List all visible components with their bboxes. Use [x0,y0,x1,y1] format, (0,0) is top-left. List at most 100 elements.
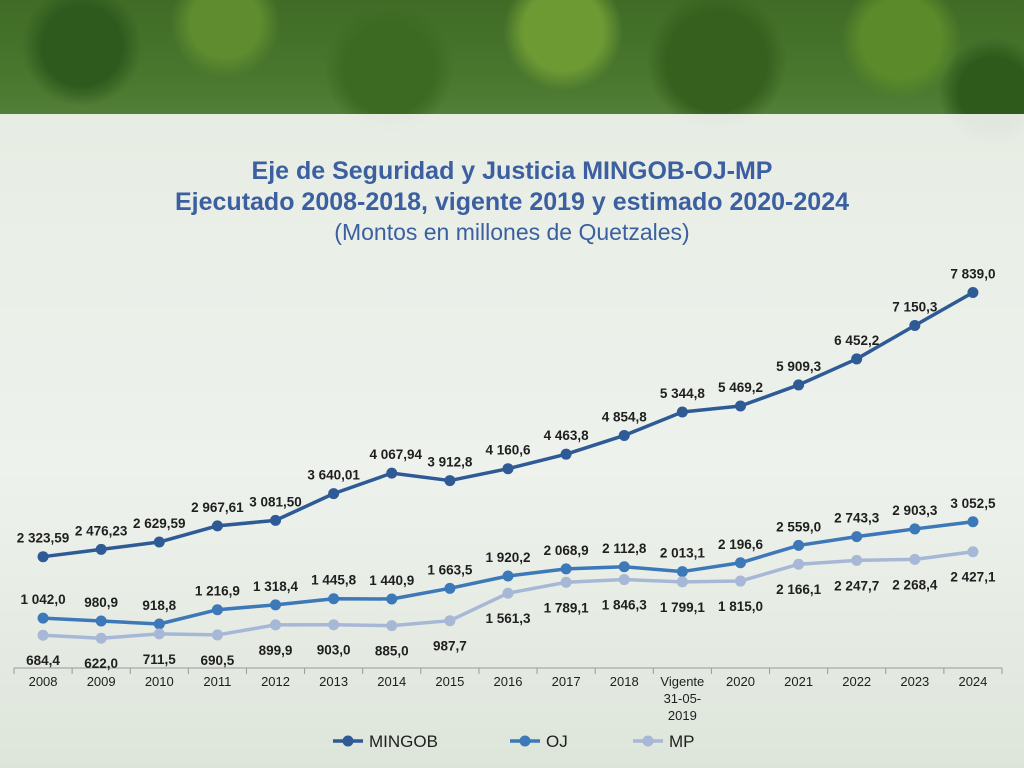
data-label-oj: 1 440,9 [369,573,414,588]
data-point-mp [967,546,979,558]
data-label-mp: 622,0 [84,656,118,671]
data-point-mingob [270,514,282,526]
x-tick-label: 2018 [610,674,639,689]
data-point-mp [676,576,688,588]
data-point-oj [793,539,805,551]
data-label-mingob: 2 967,61 [191,500,244,515]
data-label-mingob: 6 452,2 [834,333,879,348]
data-label-mingob: 3 081,50 [249,494,302,509]
legend-label-mp: MP [669,732,695,751]
legend-label-oj: OJ [546,732,568,751]
data-point-mp [386,620,398,632]
legend-marker-mingob [342,735,354,747]
data-label-oj: 1 216,9 [195,584,240,599]
data-label-mp: 2 166,1 [776,582,822,597]
data-label-oj: 2 112,8 [602,541,647,556]
data-label-oj: 1 042,0 [21,592,66,607]
x-tick-label: 2024 [958,674,987,689]
data-point-mingob [95,543,107,555]
data-label-mingob: 5 344,8 [660,386,706,401]
data-point-oj [211,604,223,616]
data-label-oj: 918,8 [142,598,176,613]
x-tick-label: 2012 [261,674,290,689]
data-point-mingob [967,287,979,298]
slide-overlay [0,114,1024,768]
data-point-mingob [211,520,223,532]
data-point-mingob [909,319,921,331]
x-tick-label: 2016 [494,674,523,689]
data-label-mp: 2 268,4 [892,577,938,592]
data-point-mp [328,619,340,631]
x-tick-label: Vigente [660,674,704,689]
data-point-mingob [851,353,863,365]
data-label-mingob: 2 323,59 [17,531,70,546]
data-point-oj [444,582,456,594]
data-point-mp [618,574,630,586]
data-point-oj [851,531,863,543]
data-point-mp [95,632,107,644]
x-tick-label: 31-05- [664,691,702,706]
data-point-oj [37,612,49,624]
data-point-oj [560,563,572,575]
data-label-mp: 1 561,3 [485,611,531,626]
data-label-mingob: 4 160,6 [485,443,531,458]
x-tick-label: 2011 [203,674,231,689]
data-label-oj: 1 920,2 [485,550,530,565]
data-point-mingob [793,379,805,391]
data-point-mingob [560,448,572,460]
data-label-mingob: 2 629,59 [133,516,186,531]
data-point-oj [153,618,165,630]
data-point-oj [734,557,746,569]
data-point-mingob [328,488,340,500]
data-point-oj [95,615,107,627]
data-point-oj [328,593,340,605]
data-label-mp: 711,5 [143,652,177,667]
data-label-mp: 684,4 [26,653,60,668]
data-point-mp [270,619,282,631]
legend-marker-oj [519,735,531,747]
data-label-oj: 2 196,6 [718,537,764,552]
data-label-oj: 2 743,3 [834,511,880,526]
data-point-mingob [386,467,398,479]
data-point-mp [502,587,514,599]
legend-label-mingob: MINGOB [369,732,438,751]
data-point-mp [37,629,49,641]
data-label-oj: 2 068,9 [544,543,589,558]
chart-subtitle: Ejecutado 2008-2018, vigente 2019 y esti… [175,188,849,216]
data-label-mingob: 4 463,8 [544,428,590,443]
data-label-mp: 885,0 [375,644,409,659]
x-tick-label: 2009 [87,674,116,689]
x-tick-label: 2008 [29,674,58,689]
data-label-oj: 980,9 [84,595,118,610]
data-point-mp [734,575,746,587]
x-tick-label: 2020 [726,674,755,689]
data-label-mp: 1 815,0 [718,599,763,614]
data-point-mingob [153,536,165,548]
data-label-oj: 3 052,5 [950,496,996,511]
data-label-oj: 2 013,1 [660,546,706,561]
data-point-mingob [444,475,456,487]
data-label-mingob: 7 150,3 [892,299,938,314]
chart-title: Eje de Seguridad y Justicia MINGOB-OJ-MP [251,157,773,185]
x-tick-label: 2019 [668,708,697,723]
data-point-mingob [37,551,49,563]
data-label-oj: 2 903,3 [892,503,938,518]
data-label-mp: 2 247,7 [834,578,879,593]
x-tick-label: 2017 [552,674,581,689]
legend-marker-mp [642,735,654,747]
data-point-mingob [734,400,746,412]
data-point-mp [444,615,456,627]
data-point-oj [502,570,514,582]
data-label-mp: 1 799,1 [660,600,706,615]
data-point-oj [386,593,398,605]
data-label-mingob: 4 067,94 [369,447,422,462]
data-label-mp: 1 789,1 [544,600,590,615]
data-point-mp [909,553,921,565]
data-point-mingob [618,429,630,441]
data-label-mp: 987,7 [433,639,467,654]
data-point-mp [153,628,165,640]
data-label-oj: 1 318,4 [253,579,299,594]
x-tick-label: 2015 [435,674,464,689]
data-point-oj [676,566,688,578]
data-point-oj [909,523,921,535]
